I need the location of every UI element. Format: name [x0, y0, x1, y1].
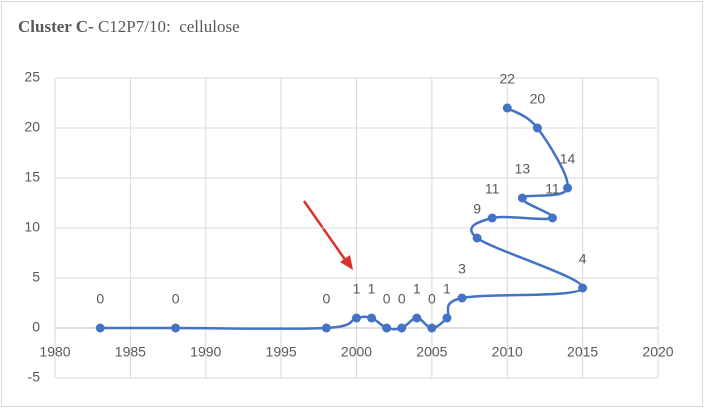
data-label: 0	[398, 291, 406, 307]
data-label: 13	[515, 161, 531, 177]
data-point	[442, 313, 452, 323]
data-label: 0	[383, 291, 391, 307]
x-tick-label: 1980	[39, 344, 70, 360]
x-tick-label: 2020	[642, 344, 673, 360]
data-label: 0	[96, 291, 104, 307]
x-tick-label: 2015	[567, 344, 598, 360]
x-tick-label: 1985	[115, 344, 146, 360]
data-label: 20	[530, 91, 546, 107]
data-point	[517, 193, 527, 203]
data-label: 0	[322, 291, 330, 307]
data-point	[427, 323, 437, 333]
data-label: 11	[545, 181, 560, 197]
data-point	[563, 183, 573, 193]
x-tick-label: 2005	[416, 344, 447, 360]
chart-title: Cluster C- C12P7/10: cellulose	[18, 17, 240, 36]
data-point	[321, 323, 331, 333]
x-tick-label: 1990	[190, 344, 221, 360]
y-tick-label: 0	[32, 319, 40, 335]
data-label: 11	[485, 181, 500, 197]
data-label: 3	[458, 261, 466, 277]
data-point	[472, 233, 482, 243]
data-label: 9	[473, 201, 481, 217]
data-point	[367, 313, 377, 323]
data-label: 0	[172, 291, 180, 307]
data-point	[457, 293, 467, 303]
data-point	[397, 323, 407, 333]
data-point	[578, 283, 588, 293]
y-tick-label: 5	[32, 269, 40, 285]
data-point	[532, 123, 542, 133]
data-label: 1	[413, 281, 421, 297]
x-tick-label: 1995	[266, 344, 297, 360]
data-point	[382, 323, 392, 333]
y-tick-label: 25	[24, 69, 40, 85]
x-tick-label: 2010	[492, 344, 523, 360]
annotation-arrow	[302, 200, 353, 270]
data-point	[502, 103, 512, 113]
y-tick-label: 15	[24, 169, 40, 185]
y-tick-label: 20	[24, 119, 40, 135]
data-point	[487, 213, 497, 223]
data-label: 14	[560, 151, 576, 167]
data-label: 1	[368, 281, 376, 297]
data-label: 1	[353, 281, 361, 297]
title-bold: Cluster C-	[18, 17, 94, 36]
y-tick-label: 10	[24, 219, 40, 235]
data-label: 0	[428, 291, 436, 307]
data-point	[171, 323, 181, 333]
data-point	[547, 213, 557, 223]
title-text: C12P7/10: cellulose	[98, 17, 240, 36]
y-tick-label: -5	[28, 369, 41, 385]
data-label: 1	[443, 281, 451, 297]
x-tick-label: 2000	[341, 344, 372, 360]
data-point	[352, 313, 361, 323]
data-point	[412, 313, 422, 323]
data-label: 4	[579, 251, 587, 267]
data-label: 22	[499, 71, 515, 87]
data-point	[95, 323, 105, 333]
